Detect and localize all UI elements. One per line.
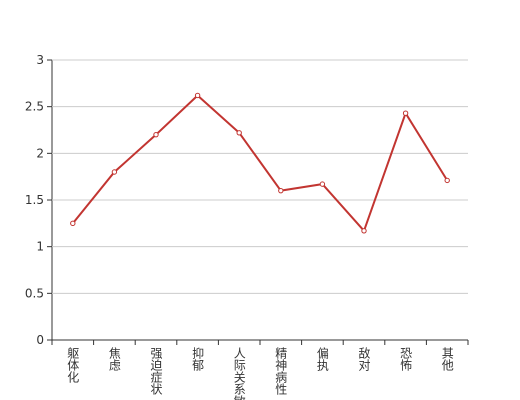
x-tick-label: 敌对 — [357, 346, 371, 371]
x-tick-label: 其他 — [440, 347, 454, 371]
x-tick-label: 精神病性 — [274, 347, 288, 396]
y-tick-label: 3 — [36, 53, 44, 67]
point — [319, 181, 326, 187]
point — [444, 177, 450, 184]
x-tick-label: 恐怖 — [399, 347, 413, 371]
point — [361, 228, 367, 234]
point — [278, 187, 284, 194]
y-tick-label: 1.5 — [25, 193, 44, 207]
x-tick-label: 抑郁 — [191, 346, 205, 372]
y-tick-label: 0 — [36, 333, 44, 347]
point — [402, 110, 409, 116]
y-tick-label: 0.5 — [25, 286, 44, 300]
x-tick-label: 强迫症状 — [149, 347, 163, 395]
y-tick-label: 2 — [36, 146, 44, 160]
y-tick-label: 1 — [36, 240, 44, 254]
x-tick-label: 人际关系敏感 — [232, 347, 246, 400]
x-tick-label: 偏执 — [315, 346, 329, 372]
line — [72, 94, 449, 233]
point — [153, 131, 159, 138]
point — [70, 220, 76, 227]
point — [236, 130, 242, 136]
x-tick-label: 焦虑 — [107, 347, 121, 371]
point — [111, 169, 118, 175]
x-tick-label: 躯体化 — [66, 346, 80, 384]
y-tick-label: 2.5 — [25, 100, 44, 114]
point — [194, 92, 201, 99]
